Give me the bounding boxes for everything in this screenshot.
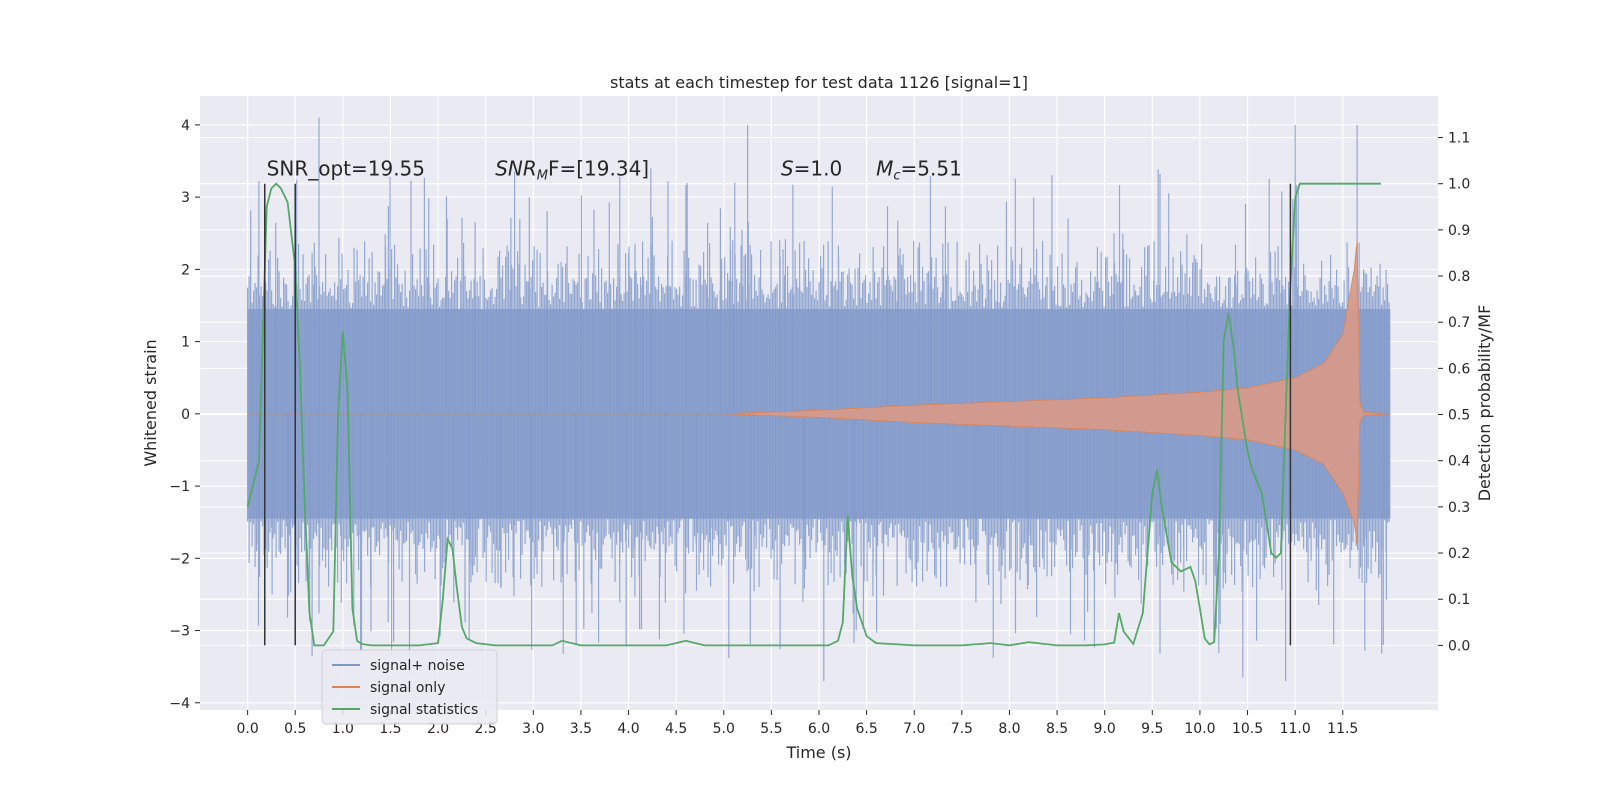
annotation: SNR_opt=19.55: [267, 156, 425, 180]
y-tick-label: 4: [181, 118, 190, 134]
x-tick-label: 1.5: [379, 721, 401, 737]
legend-label: signal+ noise: [370, 658, 465, 674]
y2-axis-label: Detection probability/MF: [1475, 305, 1494, 502]
y-tick-label: −2: [169, 551, 190, 567]
x-tick-label: 4.5: [665, 721, 687, 737]
x-tick-label: 7.5: [951, 721, 973, 737]
series-signal-only: [247, 240, 1391, 544]
legend-box: [321, 649, 498, 725]
x-tick-label: 5.0: [713, 721, 735, 737]
x-tick-label: 9.5: [1141, 721, 1163, 737]
y-tick-label: 3: [181, 190, 190, 206]
annotations: SNR_opt=19.55 SNRMF=[19.34] S=1.0 Mc=5.51: [267, 156, 962, 183]
x-tick-label: 1.0: [332, 721, 354, 737]
series-layer: [246, 117, 1391, 682]
y2-tick-label: 0.1: [1448, 592, 1470, 608]
x-tick-label: 11.0: [1280, 721, 1311, 737]
y-tick-label: −1: [169, 479, 190, 495]
x-tick-label: 3.5: [570, 721, 592, 737]
x-tick-label: 8.5: [1046, 721, 1068, 737]
chart-title: stats at each timestep for test data 112…: [610, 73, 1028, 92]
x-tick-label: 4.0: [617, 721, 639, 737]
x-tick-label: 6.0: [808, 721, 830, 737]
series-signal-statistics: [246, 182, 1381, 647]
x-tick-label: 5.5: [760, 721, 782, 737]
y2-tick-label: 1.0: [1448, 177, 1470, 193]
y2-tick-label: 0.0: [1448, 638, 1470, 654]
y2-tick-label: 0.9: [1448, 223, 1470, 239]
x-tick-label: 0.0: [236, 721, 258, 737]
annotation: Mc=5.51: [876, 156, 962, 183]
annotation: S=1.0: [781, 156, 842, 180]
y-tick-label: −4: [169, 696, 190, 712]
y2-tick-label: 1.1: [1448, 131, 1470, 147]
x-tick-label: 2.0: [427, 721, 449, 737]
y2-tick-label: 0.4: [1448, 454, 1470, 470]
legend: signal+ noise signal only signal statistic…: [321, 649, 498, 725]
x-tick-label: 3.0: [522, 721, 544, 737]
y2-tick-label: 0.5: [1448, 408, 1470, 424]
x-tick-label: 10.0: [1184, 721, 1215, 737]
x-tick-label: 0.5: [284, 721, 306, 737]
y2-tick-label: 0.7: [1448, 315, 1470, 331]
x-tick-label: 11.5: [1327, 721, 1358, 737]
legend-label: signal only: [370, 680, 445, 696]
y-tick-label: −3: [169, 624, 190, 640]
y-axis-label: Whitened strain: [141, 339, 160, 466]
y-tick-label: 1: [181, 335, 190, 351]
annotation: SNRMF=[19.34]: [495, 156, 649, 183]
x-tick-label: 2.5: [475, 721, 497, 737]
y-tick-label: 2: [181, 262, 190, 278]
y-tick-label: 0: [181, 407, 190, 423]
axes-layer: 0.0 0.5 1.0 1.5 2.0 2.5 3.0 3.5 4.0 4.5 5.0 5.5 6.0 6…: [169, 118, 1470, 737]
x-axis-label: Time (s): [785, 743, 851, 762]
y2-tick-label: 0.3: [1448, 500, 1470, 516]
legend-label: signal statistics: [370, 702, 478, 718]
x-tick-label: 9.0: [1094, 721, 1116, 737]
x-tick-label: 7.0: [903, 721, 925, 737]
x-tick-label: 8.0: [998, 721, 1020, 737]
x-tick-label: 6.5: [855, 721, 877, 737]
x-tick-label: 10.5: [1232, 721, 1263, 737]
y2-tick-label: 0.6: [1448, 361, 1470, 377]
y2-tick-label: 0.2: [1448, 546, 1470, 562]
y2-tick-label: 0.8: [1448, 269, 1470, 285]
